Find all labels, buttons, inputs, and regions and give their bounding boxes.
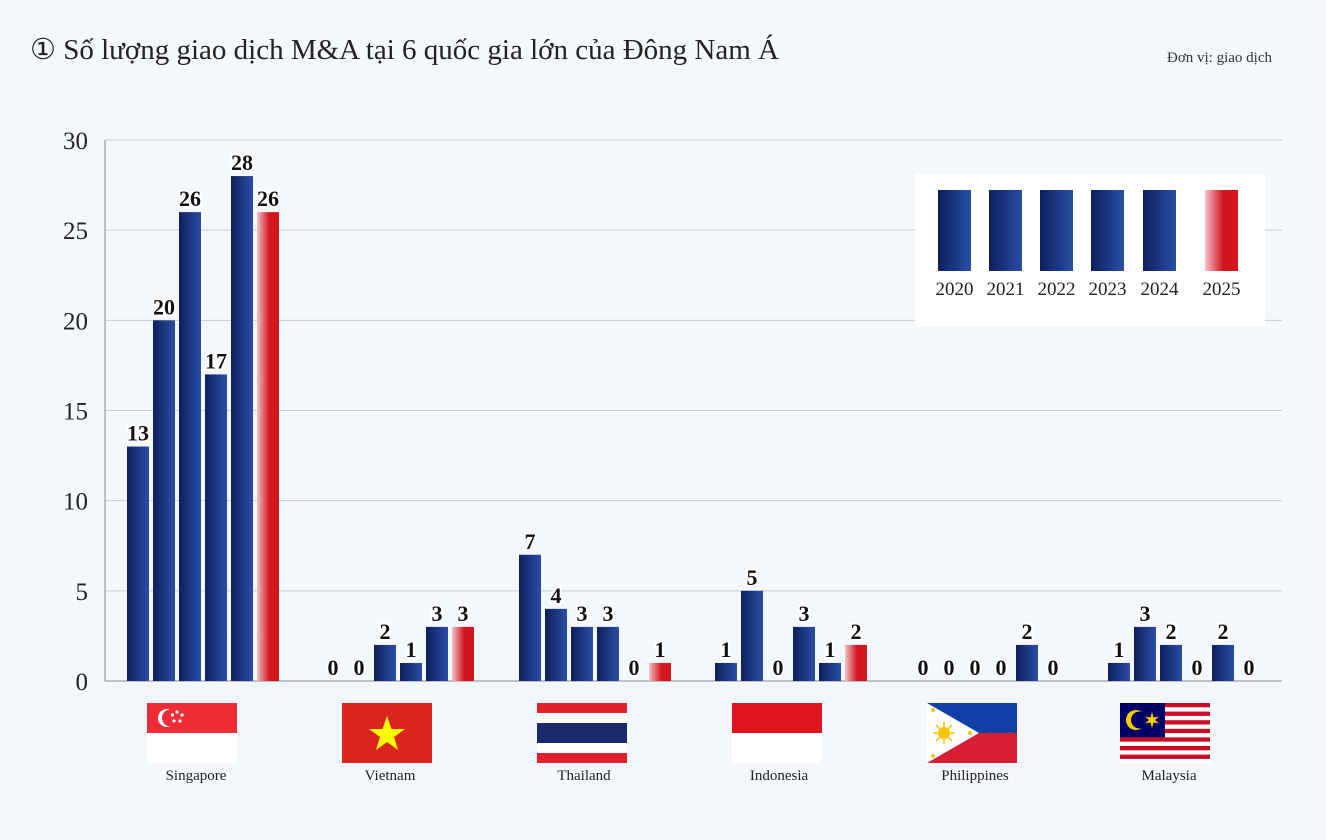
data-label: 4 <box>551 583 562 608</box>
data-label: 17 <box>205 348 227 373</box>
bar-singapore-2021 <box>153 320 175 681</box>
data-label: 1 <box>825 637 836 662</box>
bar-singapore-2022 <box>179 212 201 681</box>
data-label: 26 <box>179 186 201 211</box>
data-label: 2 <box>851 619 862 644</box>
legend-swatch-2022 <box>1040 190 1073 271</box>
legend-label-2020: 2020 <box>936 279 974 300</box>
malaysia-flag-icon <box>1120 703 1210 763</box>
category-label-philippines: Philippines <box>941 768 1009 784</box>
legend-label-2022: 2022 <box>1038 279 1076 300</box>
philippines-flag-icon <box>927 703 1017 763</box>
y-tick-label: 20 <box>63 308 88 335</box>
data-label: 7 <box>525 529 536 554</box>
data-label: 26 <box>257 186 279 211</box>
bar-thailand-2022 <box>571 626 593 681</box>
data-label: 0 <box>1192 655 1203 680</box>
legend-label-2023: 2023 <box>1089 279 1127 300</box>
chart-title: ① Số lượng giao dịch M&A tại 6 quốc gia … <box>30 34 779 66</box>
bar-singapore-2023 <box>205 374 227 681</box>
y-tick-label: 25 <box>63 218 88 245</box>
data-label: 5 <box>747 565 758 590</box>
category-label-vietnam: Vietnam <box>364 768 416 784</box>
bar-vietnam-2025 <box>452 626 474 681</box>
bar-indonesia-2023 <box>793 626 815 681</box>
legend-label-2025: 2025 <box>1203 279 1241 300</box>
y-tick-label: 5 <box>76 579 89 606</box>
y-tick-label: 30 <box>63 128 88 155</box>
data-label: 3 <box>799 601 810 626</box>
y-tick-label: 10 <box>63 489 88 516</box>
legend-label-2024: 2024 <box>1141 279 1180 300</box>
bar-thailand-2020 <box>519 554 541 681</box>
bar-philippines-2024 <box>1016 644 1038 681</box>
data-label: 0 <box>629 655 640 680</box>
category-label-thailand: Thailand <box>557 768 611 784</box>
data-label: 1 <box>1114 637 1125 662</box>
data-label: 1 <box>406 637 417 662</box>
data-label: 0 <box>970 655 981 680</box>
data-label: 13 <box>127 421 149 446</box>
bar-malaysia-2021 <box>1134 626 1156 681</box>
unit-label: Đơn vị: giao dịch <box>1167 50 1272 66</box>
bar-indonesia-2021 <box>741 590 763 681</box>
data-label: 0 <box>773 655 784 680</box>
category-label-singapore: Singapore <box>165 768 227 784</box>
category-label-indonesia: Indonesia <box>749 768 809 784</box>
data-label: 20 <box>153 294 175 319</box>
data-label: 28 <box>231 150 253 175</box>
bar-malaysia-2020 <box>1108 662 1130 681</box>
data-label: 1 <box>655 637 666 662</box>
bar-singapore-2020 <box>127 446 149 681</box>
data-label: 2 <box>1166 619 1177 644</box>
data-label: 0 <box>996 655 1007 680</box>
singapore-flag-icon <box>147 703 237 763</box>
bar-thailand-2021 <box>545 608 567 681</box>
bar-malaysia-2024 <box>1212 644 1234 681</box>
indonesia-flag-icon <box>732 703 822 763</box>
data-label: 0 <box>354 655 365 680</box>
legend-swatch-2025 <box>1205 190 1238 271</box>
bar-indonesia-2024 <box>819 662 841 681</box>
data-label: 3 <box>432 601 443 626</box>
bar-vietnam-2023 <box>400 662 422 681</box>
data-label: 2 <box>1218 619 1229 644</box>
data-label: 0 <box>1244 655 1255 680</box>
legend-swatch-2020 <box>938 190 971 271</box>
data-label: 0 <box>918 655 929 680</box>
data-label: 3 <box>458 601 469 626</box>
data-label: 0 <box>1048 655 1059 680</box>
data-label: 1 <box>721 637 732 662</box>
legend-swatch-2024 <box>1143 190 1176 271</box>
data-label: 2 <box>380 619 391 644</box>
bar-singapore-2024 <box>231 176 253 682</box>
bar-thailand-2025 <box>649 662 671 681</box>
thailand-flag-icon <box>537 703 627 763</box>
legend-swatch-2021 <box>989 190 1022 271</box>
data-label: 3 <box>603 601 614 626</box>
bar-thailand-2023 <box>597 626 619 681</box>
vietnam-flag-icon <box>342 703 432 763</box>
data-label: 0 <box>944 655 955 680</box>
bar-vietnam-2024 <box>426 626 448 681</box>
data-label: 0 <box>328 655 339 680</box>
bar-indonesia-2025 <box>845 644 867 681</box>
bar-vietnam-2022 <box>374 644 396 681</box>
bar-indonesia-2020 <box>715 662 737 681</box>
data-label: 2 <box>1022 619 1033 644</box>
bar-singapore-2025 <box>257 212 279 681</box>
legend-label-2021: 2021 <box>987 279 1025 300</box>
data-label: 3 <box>577 601 588 626</box>
bar-malaysia-2022 <box>1160 644 1182 681</box>
y-tick-label: 15 <box>63 399 88 426</box>
legend-swatch-2023 <box>1091 190 1124 271</box>
data-label: 3 <box>1140 601 1151 626</box>
category-label-malaysia: Malaysia <box>1141 768 1197 784</box>
y-tick-label: 0 <box>76 669 89 696</box>
